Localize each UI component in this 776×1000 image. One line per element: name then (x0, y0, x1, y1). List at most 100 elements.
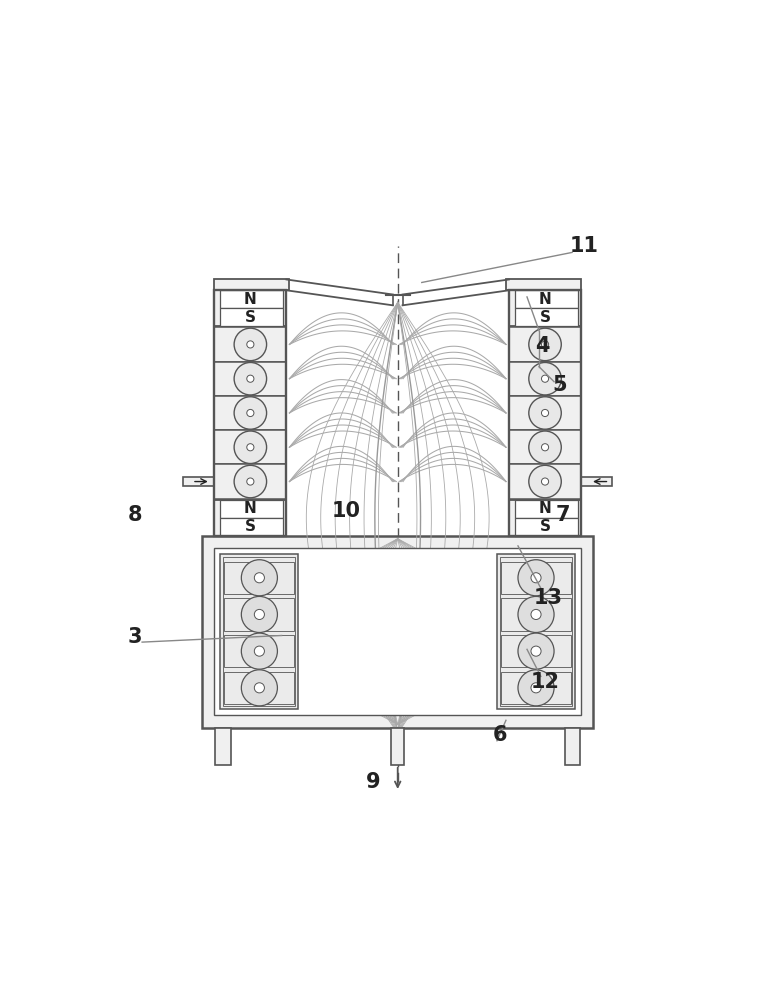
Bar (214, 362, 286, 396)
Text: N: N (244, 501, 257, 516)
Text: 8: 8 (127, 505, 142, 525)
Circle shape (528, 328, 561, 361)
Circle shape (247, 409, 254, 417)
Bar (509, 500, 581, 536)
Text: N: N (539, 292, 552, 307)
Bar (501, 635, 571, 667)
Bar (500, 557, 572, 706)
Circle shape (528, 397, 561, 429)
Bar (203, 536, 593, 728)
Circle shape (247, 341, 254, 348)
Circle shape (255, 609, 265, 620)
Bar (515, 500, 578, 518)
Circle shape (528, 431, 561, 464)
Circle shape (255, 573, 265, 583)
Bar (501, 598, 571, 631)
Bar (214, 279, 289, 290)
Circle shape (518, 633, 554, 669)
Circle shape (531, 609, 541, 620)
Circle shape (234, 397, 267, 429)
Circle shape (241, 560, 278, 596)
Text: 7: 7 (556, 505, 570, 525)
Circle shape (528, 362, 561, 395)
Bar (565, 728, 580, 765)
Bar (220, 290, 283, 308)
Text: 6: 6 (493, 725, 508, 745)
Bar (509, 464, 581, 499)
Text: N: N (539, 501, 552, 516)
Bar (224, 598, 294, 631)
Circle shape (255, 683, 265, 693)
Circle shape (241, 596, 278, 632)
Circle shape (528, 465, 561, 498)
Text: 5: 5 (553, 375, 567, 395)
Bar (223, 557, 296, 706)
Bar (224, 672, 294, 704)
Text: 4: 4 (535, 336, 549, 356)
Bar (224, 635, 294, 667)
Circle shape (241, 670, 278, 706)
Bar (509, 327, 581, 362)
Text: 12: 12 (531, 672, 559, 692)
Bar (509, 362, 581, 396)
Text: S: S (245, 519, 256, 534)
Circle shape (531, 683, 541, 693)
Bar (220, 554, 299, 709)
Text: S: S (245, 310, 256, 325)
Circle shape (247, 375, 254, 382)
Circle shape (241, 633, 278, 669)
Bar (214, 327, 286, 362)
Bar (515, 290, 578, 308)
Bar (515, 518, 578, 536)
Circle shape (542, 409, 549, 417)
Text: 3: 3 (127, 627, 142, 647)
Bar (183, 477, 214, 486)
Circle shape (542, 341, 549, 348)
Circle shape (542, 375, 549, 382)
Text: 13: 13 (534, 588, 563, 608)
Bar (501, 562, 571, 594)
Text: 9: 9 (366, 772, 381, 792)
Circle shape (234, 431, 267, 464)
Circle shape (234, 362, 267, 395)
Bar (214, 430, 286, 464)
Text: N: N (244, 292, 257, 307)
Bar (214, 290, 286, 536)
Circle shape (531, 646, 541, 656)
Circle shape (247, 444, 254, 451)
Circle shape (234, 465, 267, 498)
Bar (214, 464, 286, 499)
Circle shape (531, 573, 541, 583)
Text: S: S (539, 310, 550, 325)
Bar (515, 308, 578, 326)
Text: 11: 11 (570, 236, 598, 256)
Bar (220, 308, 283, 326)
Bar (224, 562, 294, 594)
Circle shape (542, 478, 549, 485)
Bar (501, 672, 571, 704)
Bar (391, 728, 404, 765)
Bar (214, 548, 581, 715)
Circle shape (518, 560, 554, 596)
Circle shape (255, 646, 265, 656)
Bar (509, 290, 581, 326)
Bar (509, 396, 581, 430)
Circle shape (247, 478, 254, 485)
Text: 10: 10 (332, 501, 361, 521)
Circle shape (234, 328, 267, 361)
Bar (220, 500, 283, 518)
Bar (214, 500, 286, 536)
Bar (216, 728, 230, 765)
Bar (581, 477, 612, 486)
Bar (214, 396, 286, 430)
Circle shape (518, 596, 554, 632)
Bar (509, 290, 581, 536)
Bar (214, 290, 286, 326)
Circle shape (518, 670, 554, 706)
Circle shape (542, 444, 549, 451)
Bar (497, 554, 575, 709)
Bar (509, 430, 581, 464)
Bar (506, 279, 581, 290)
Text: S: S (539, 519, 550, 534)
Bar (220, 518, 283, 536)
